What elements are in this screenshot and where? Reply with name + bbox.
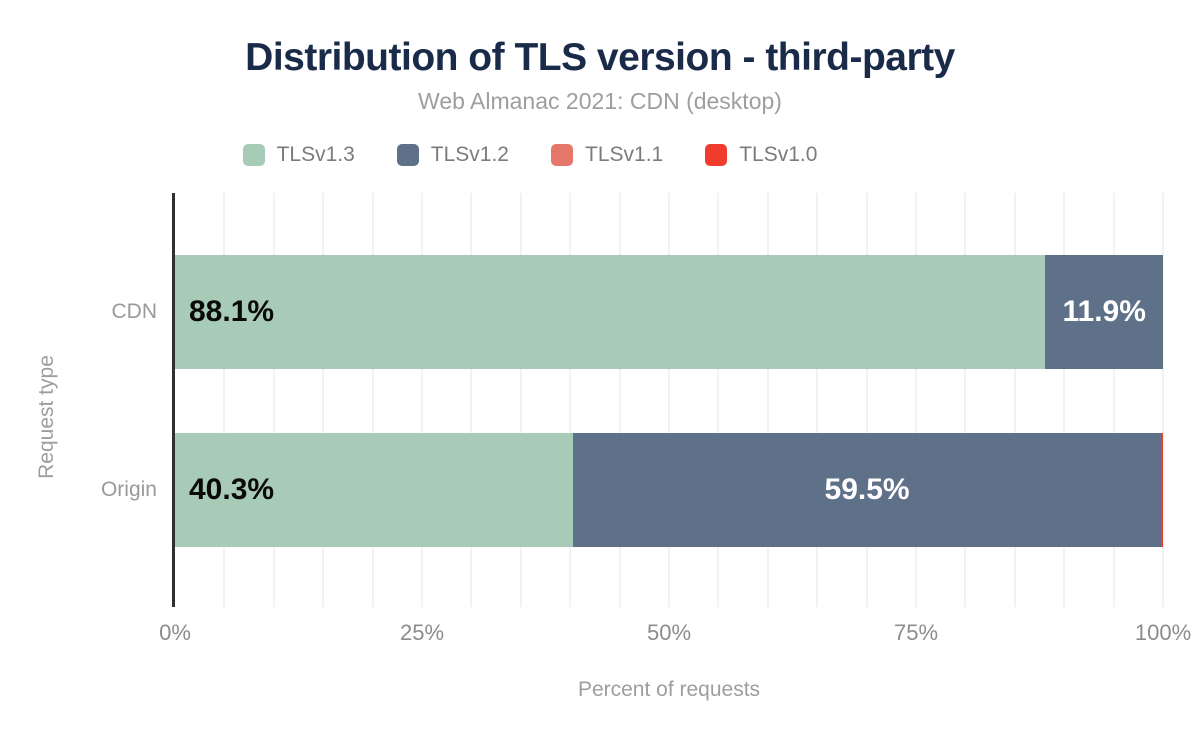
legend-item-tlsv1.2[interactable]: TLSv1.2 <box>396 143 509 167</box>
gridline <box>816 193 819 607</box>
gridline <box>766 193 769 607</box>
x-tick-label-0: 0% <box>159 620 191 645</box>
bar-segment-origin-tlsv1.3[interactable]: 40.3% <box>175 433 574 547</box>
legend-item-tlsv1.3[interactable]: TLSv1.3 <box>242 143 355 167</box>
gridline <box>618 193 621 607</box>
legend: TLSv1.3 TLSv1.2 TLSv1.1 TLSv1.0 <box>0 143 1200 167</box>
bar-value-label: 88.1% <box>189 295 275 328</box>
bar-row-cdn: CDN 88.1% 11.9% <box>112 255 1163 369</box>
legend-label: TLSv1.0 <box>739 143 818 166</box>
legend-swatch-icon <box>242 144 265 166</box>
legend-label: TLSv1.3 <box>276 143 355 166</box>
gridline <box>717 193 720 607</box>
gridline <box>223 193 226 607</box>
gridline <box>569 193 572 607</box>
gridline <box>519 193 522 607</box>
gridline <box>915 193 917 607</box>
legend-swatch-icon <box>551 144 573 166</box>
bar-segment-origin-tlsv1.0[interactable] <box>1161 433 1163 547</box>
gridline <box>322 193 325 607</box>
gridline <box>1063 193 1066 607</box>
bar-value-label: 59.5% <box>824 473 910 506</box>
bar-segment-origin-tlsv1.2[interactable]: 59.5% <box>573 433 1162 547</box>
gridline <box>1162 193 1164 607</box>
gridline <box>421 193 423 607</box>
legend-item-tlsv1.0[interactable]: TLSv1.0 <box>705 143 817 167</box>
gridline <box>1013 193 1016 607</box>
y-axis-line <box>172 193 175 607</box>
bar-segment-cdn-tlsv1.3[interactable]: 88.1% <box>175 255 1046 369</box>
x-tick-label-100: 100% <box>1134 620 1192 645</box>
x-tick-label-50: 50% <box>646 620 692 645</box>
legend-item-tlsv1.1[interactable]: TLSv1.1 <box>551 143 663 167</box>
legend-swatch-icon <box>705 144 728 166</box>
legend-label: TLSv1.2 <box>430 143 509 166</box>
plot-area: CDN 88.1% 11.9% Origin 40.3% 59.5% <box>101 193 1164 607</box>
gridline <box>272 193 275 607</box>
x-axis-title: Percent of requests <box>577 678 761 701</box>
bar-row-origin: Origin 40.3% 59.5% <box>101 433 1163 547</box>
gridline <box>865 193 868 607</box>
legend-label: TLSv1.1 <box>585 143 664 166</box>
bar-value-label: 40.3% <box>189 473 275 506</box>
gridline <box>668 193 670 607</box>
gridline <box>371 193 374 607</box>
chart-title: Distribution of TLS version - third-part… <box>245 36 955 79</box>
x-tick-label-25: 25% <box>399 620 445 645</box>
bar-value-label: 11.9% <box>1062 295 1146 328</box>
category-label-origin: Origin <box>100 478 157 501</box>
chart-subtitle: Web Almanac 2021: CDN (desktop) <box>418 88 782 114</box>
gridline <box>470 193 473 607</box>
x-tick-label-75: 75% <box>893 620 939 645</box>
bar-segment-cdn-tlsv1.2[interactable]: 11.9% <box>1045 255 1163 369</box>
y-axis-title: Request type <box>35 355 58 479</box>
gridline <box>1112 193 1115 607</box>
gridline <box>964 193 967 607</box>
legend-swatch-icon <box>396 144 419 166</box>
category-label-cdn: CDN <box>111 300 158 323</box>
